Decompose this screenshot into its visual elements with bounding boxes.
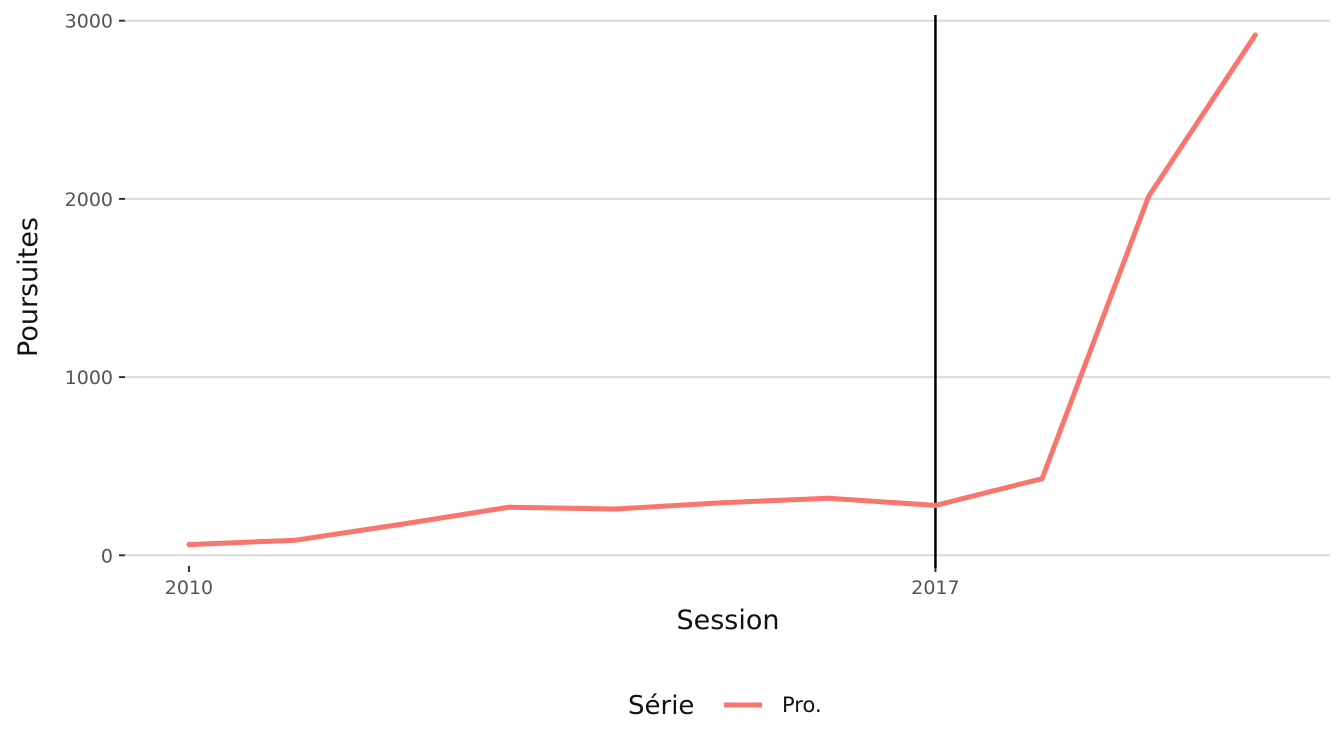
gridlines — [125, 19, 1330, 557]
series-line-0 — [188, 33, 1258, 548]
legend-title: Série — [628, 691, 694, 721]
data-point-2012 — [399, 521, 405, 527]
y-tick-label-0: 0 — [101, 545, 113, 567]
x-tick-label-2010: 2010 — [165, 577, 213, 599]
data-point-2016 — [826, 495, 832, 501]
y-axis: 0 1000 2000 3000 — [65, 11, 125, 567]
data-point-2014 — [613, 506, 619, 512]
x-tick-label-2017: 2017 — [911, 577, 959, 599]
data-point-2015 — [719, 500, 725, 506]
data-point-2019 — [1146, 193, 1152, 199]
data-point-2020 — [1252, 32, 1258, 38]
legend-label-pro: Pro. — [782, 693, 822, 717]
series-layer — [186, 32, 1258, 548]
y-tick-label-1000: 1000 — [65, 367, 113, 389]
y-axis-title: Poursuites — [13, 217, 44, 357]
data-point-2013 — [506, 504, 512, 510]
y-tick-label-2000: 2000 — [65, 189, 113, 211]
y-tick-label-3000: 3000 — [65, 11, 113, 33]
data-point-2018 — [1039, 476, 1045, 482]
data-point-2017 — [932, 502, 938, 508]
legend: Série Pro. — [628, 691, 822, 721]
data-point-2011 — [293, 537, 299, 543]
x-axis: 2010 2017 — [165, 566, 960, 599]
x-axis-title: Session — [676, 605, 779, 636]
data-point-2010 — [186, 542, 192, 548]
